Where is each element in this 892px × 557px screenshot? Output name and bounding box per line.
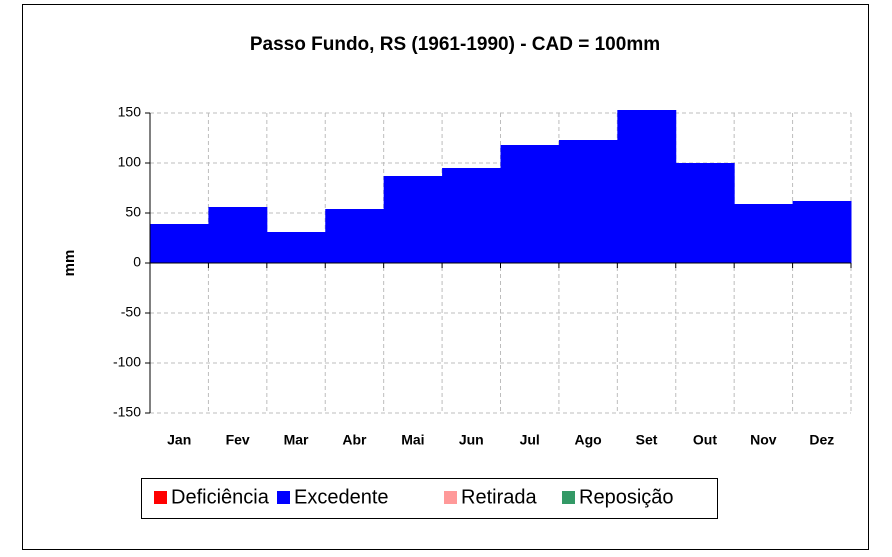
bar bbox=[617, 110, 677, 263]
y-tick-label: 50 bbox=[125, 204, 141, 220]
bar bbox=[325, 209, 385, 263]
y-tick-label: 0 bbox=[133, 254, 141, 270]
legend-label: Deficiência bbox=[171, 486, 270, 508]
chart-border bbox=[22, 4, 869, 550]
bar bbox=[675, 163, 735, 263]
legend-label: Retirada bbox=[461, 486, 537, 508]
y-tick-label: 100 bbox=[118, 154, 142, 170]
x-tick-label: Ago bbox=[575, 432, 602, 448]
bar bbox=[792, 201, 852, 263]
bar bbox=[500, 145, 560, 263]
x-tick-label: Jun bbox=[459, 432, 484, 448]
x-tick-label: Out bbox=[693, 432, 717, 448]
y-tick-label: 150 bbox=[118, 104, 142, 120]
x-tick-label: Nov bbox=[750, 432, 777, 448]
bar bbox=[150, 224, 209, 263]
y-tick-label: -50 bbox=[121, 304, 141, 320]
bar bbox=[442, 168, 501, 263]
legend-swatch bbox=[277, 491, 290, 504]
x-tick-label: Mai bbox=[401, 432, 424, 448]
bar bbox=[383, 176, 443, 263]
chart-title: Passo Fundo, RS (1961-1990) - CAD = 100m… bbox=[250, 34, 660, 55]
x-tick-label: Jul bbox=[520, 432, 540, 448]
x-tick-label: Jan bbox=[167, 432, 191, 448]
legend-swatch bbox=[444, 491, 457, 504]
y-tick-label: -150 bbox=[113, 404, 141, 420]
legend bbox=[141, 478, 718, 519]
x-tick-label: Mar bbox=[284, 432, 309, 448]
x-tick-label: Abr bbox=[342, 432, 367, 448]
x-tick-label: Fev bbox=[226, 432, 250, 448]
legend-label: Reposição bbox=[579, 486, 674, 508]
bar bbox=[266, 232, 326, 263]
y-tick-label: -100 bbox=[113, 354, 141, 370]
x-tick-label: Set bbox=[636, 432, 658, 448]
bar bbox=[734, 204, 794, 263]
bar bbox=[208, 207, 268, 263]
legend-swatch bbox=[154, 491, 167, 504]
legend-swatch bbox=[562, 491, 575, 504]
legend-label: Excedente bbox=[294, 486, 389, 508]
bar bbox=[558, 140, 618, 263]
x-tick-label: Dez bbox=[809, 432, 834, 448]
y-axis-label: mm bbox=[61, 250, 78, 277]
